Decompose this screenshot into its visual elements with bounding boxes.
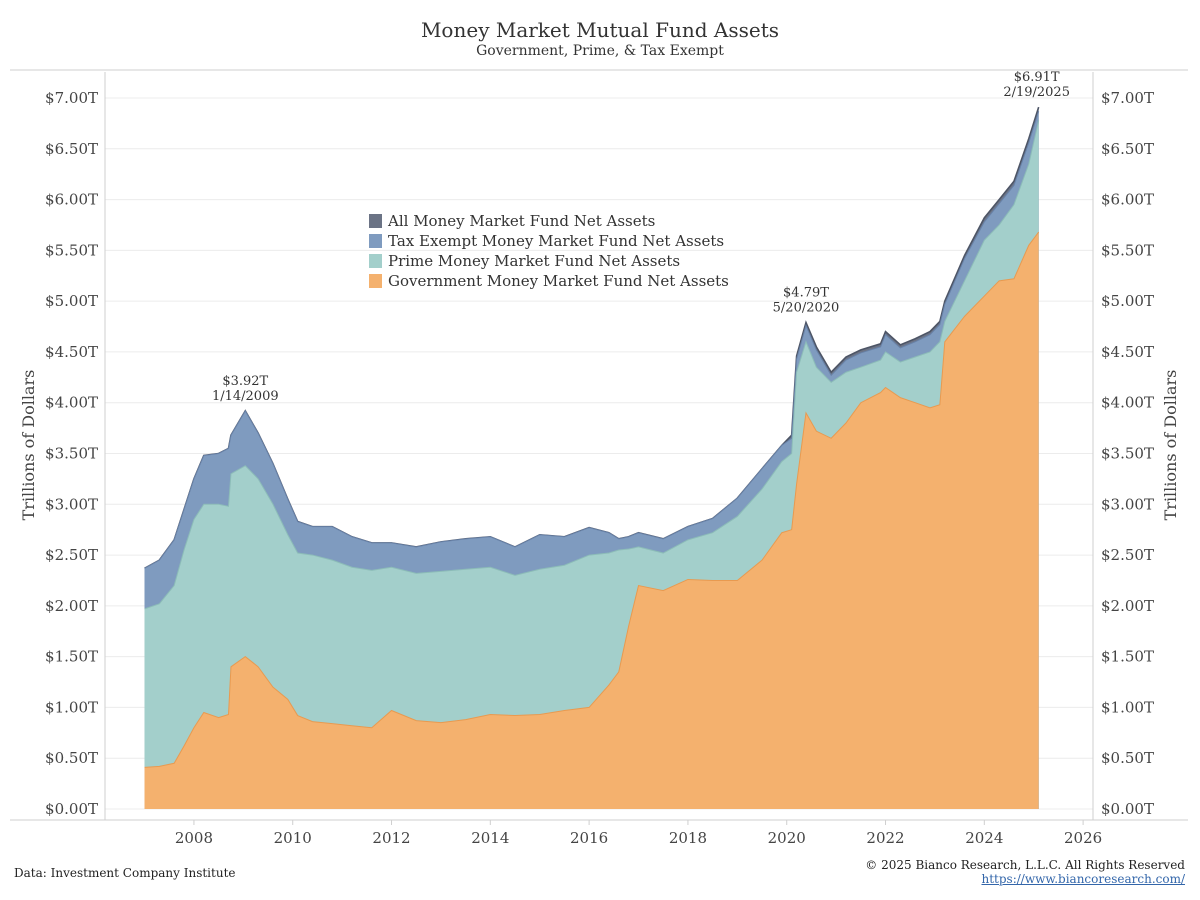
- y-tick-label-right: $4.50T: [1101, 343, 1154, 361]
- y-axis-left: $0.00T $0.50T $1.00T $1.50T $2.00T $2.50T $3.0…: [45, 89, 98, 818]
- x-axis: 2008 2010 2012 2014 2016 2018 2020 2022 2024 2026: [175, 820, 1102, 847]
- legend-swatch: [369, 254, 382, 268]
- annotation-value: $4.79T: [783, 285, 829, 300]
- data-source-note: Data: Investment Company Institute: [14, 866, 236, 880]
- y-tick-label-right: $6.50T: [1101, 140, 1154, 158]
- legend-label: Prime Money Market Fund Net Assets: [388, 252, 680, 270]
- y-tick-label-left: $3.00T: [45, 495, 98, 513]
- area-outline-4: [144, 231, 1040, 768]
- y-axis-title-right: Trillions of Dollars: [1161, 370, 1180, 521]
- area-4: [144, 232, 1039, 809]
- chart-subtitle: Government, Prime, & Tax Exempt: [476, 43, 724, 59]
- annotation-date: 1/14/2009: [212, 389, 279, 404]
- area-outline-3: [144, 120, 1040, 610]
- x-tick-label: 2014: [471, 829, 509, 847]
- y-tick-label-right: $2.00T: [1101, 597, 1154, 615]
- y-tick-label-left: $6.50T: [45, 140, 98, 158]
- y-tick-label-left: $6.00T: [45, 191, 98, 209]
- chart-title: Money Market Mutual Fund Assets: [420, 18, 780, 42]
- area-outline-2: [144, 111, 1040, 569]
- annotation-value: $6.91T: [1014, 70, 1060, 85]
- x-tick-label: 2008: [175, 829, 213, 847]
- y-tick-label-right: $2.50T: [1101, 546, 1154, 564]
- annotation-date: 5/20/2020: [773, 300, 840, 315]
- y-tick-label-left: $0.50T: [45, 749, 98, 767]
- y-tick-label-left: $4.50T: [45, 343, 98, 361]
- y-tick-label-right: $0.00T: [1101, 800, 1154, 818]
- y-tick-label-left: $3.50T: [45, 445, 98, 463]
- x-tick-label: 2018: [669, 829, 707, 847]
- x-tick-label: 2010: [274, 829, 312, 847]
- y-tick-label-left: $0.00T: [45, 800, 98, 818]
- y-tick-label-right: $3.00T: [1101, 495, 1154, 513]
- y-tick-label-left: $5.50T: [45, 241, 98, 259]
- y-tick-label-left: $4.00T: [45, 394, 98, 412]
- y-axis-title-left: Trillions of Dollars: [19, 370, 38, 521]
- x-tick-label: 2022: [866, 829, 904, 847]
- legend-swatch: [369, 234, 382, 248]
- x-tick-label: 2026: [1064, 829, 1102, 847]
- annotation-date: 2/19/2025: [1003, 85, 1070, 100]
- annotation-value: $3.92T: [222, 374, 268, 389]
- axis-frame: [10, 69, 1188, 821]
- x-tick-label: 2012: [372, 829, 410, 847]
- x-tick-label: 2020: [768, 829, 806, 847]
- area-series: [144, 106, 1040, 810]
- legend-label: Tax Exempt Money Market Fund Net Assets: [388, 232, 724, 250]
- y-tick-label-right: $4.00T: [1101, 394, 1154, 412]
- legend-swatch: [369, 274, 382, 288]
- y-tick-label-left: $2.50T: [45, 546, 98, 564]
- legend-label: All Money Market Fund Net Assets: [387, 212, 655, 230]
- copyright-notice: © 2025 Bianco Research, L.L.C. All Right…: [865, 858, 1185, 872]
- y-tick-label-left: $7.00T: [45, 89, 98, 107]
- y-tick-label-right: $1.50T: [1101, 648, 1154, 666]
- legend-swatch: [369, 214, 382, 228]
- y-tick-label-right: $1.00T: [1101, 698, 1154, 716]
- x-tick-label: 2016: [570, 829, 608, 847]
- legend: All Money Market Fund Net Assets Tax Exem…: [369, 212, 729, 290]
- y-tick-label-left: $5.00T: [45, 292, 98, 310]
- x-tick-label: 2024: [965, 829, 1003, 847]
- website-link[interactable]: https://www.biancoresearch.com/: [981, 872, 1185, 886]
- y-tick-label-right: $6.00T: [1101, 191, 1154, 209]
- y-axis-right: $0.00T $0.50T $1.00T $1.50T $2.00T $2.50T $3.0…: [1101, 89, 1154, 818]
- y-tick-label-right: $5.00T: [1101, 292, 1154, 310]
- legend-label: Government Money Market Fund Net Assets: [388, 272, 729, 290]
- y-tick-label-left: $2.00T: [45, 597, 98, 615]
- y-tick-label-left: $1.00T: [45, 698, 98, 716]
- y-tick-label-right: $0.50T: [1101, 749, 1154, 767]
- y-tick-label-right: $7.00T: [1101, 89, 1154, 107]
- y-tick-label-right: $5.50T: [1101, 241, 1154, 259]
- y-tick-label-right: $3.50T: [1101, 445, 1154, 463]
- y-tick-label-left: $1.50T: [45, 648, 98, 666]
